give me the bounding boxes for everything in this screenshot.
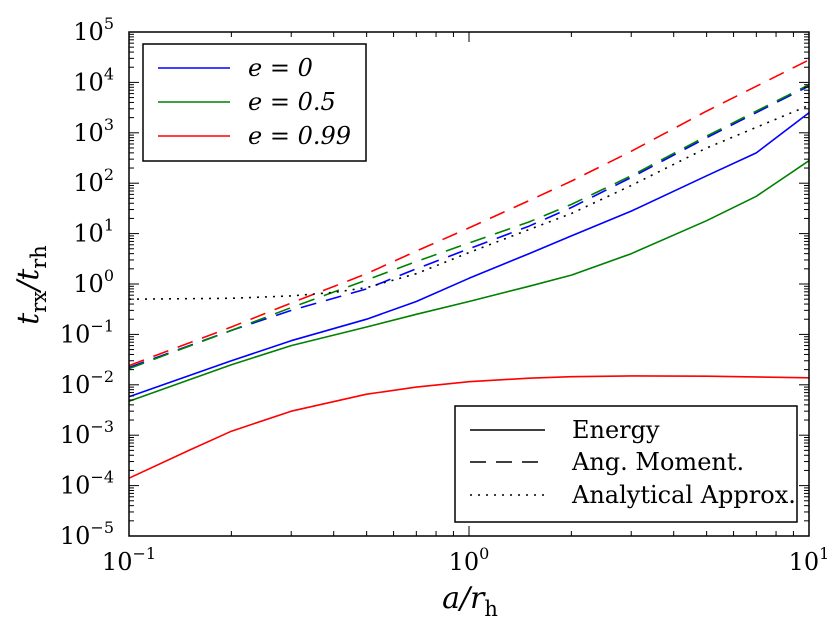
y-tick-label-6: 101 [73,216,114,248]
y-tick-label-5: 100 [73,266,114,298]
x-axis-label-sub: h [484,597,498,621]
y-tick-label-0: 10−5 [60,518,114,550]
x-tick-label-2: 101 [789,544,830,576]
y-axis-label-mid: /t [11,268,46,294]
legend-style-label-analytical: Analytical Approx. [571,481,796,509]
x-axis-label: a/rh [442,581,498,621]
legend-color-label-1: e = 0.5 [248,88,336,116]
legend-style: Energy Ang. Moment. Analytical Approx. [454,405,798,523]
y-tick-label-2: 10−3 [60,417,114,449]
y-axis-label-sub1: rx [27,291,51,313]
series-line-5 [128,59,810,367]
y-tick-label-8: 103 [73,115,114,147]
legend-color-label-2: e = 0.99 [248,122,351,150]
y-axis-label-sub2: rh [27,245,51,269]
x-tick-label-0: 10−1 [102,544,156,576]
series-line-0 [128,112,810,398]
legend-color: e = 0 e = 0.5 e = 0.99 [142,43,367,162]
y-axis-label-t1: t [11,312,46,325]
legend-style-box [454,405,798,523]
series-layer [128,59,810,479]
series-line-6 [128,104,810,300]
y-tick-label-10: 105 [73,14,114,46]
legend-style-label-ang-moment: Ang. Moment. [571,448,744,476]
ticks-layer [128,31,810,537]
x-tick-label-1: 100 [449,544,490,576]
series-line-1 [128,160,810,403]
tick-labels-layer: 10−1 100 101 10−5 10−4 10−3 10−2 10−1 100 101 102 1… [60,14,830,576]
y-tick-label-7: 102 [73,165,114,197]
y-tick-label-9: 104 [73,64,114,96]
y-tick-label-3: 10−2 [60,367,114,399]
y-tick-label-4: 10−1 [60,316,114,348]
y-tick-label-1: 10−4 [60,468,114,500]
legend-style-label-energy: Energy [572,416,660,444]
y-axis-label: trx/trh [11,245,51,325]
x-axis-label-main: a/r [442,581,486,616]
series-line-2 [128,375,810,479]
legend-color-label-0: e = 0 [248,54,313,82]
